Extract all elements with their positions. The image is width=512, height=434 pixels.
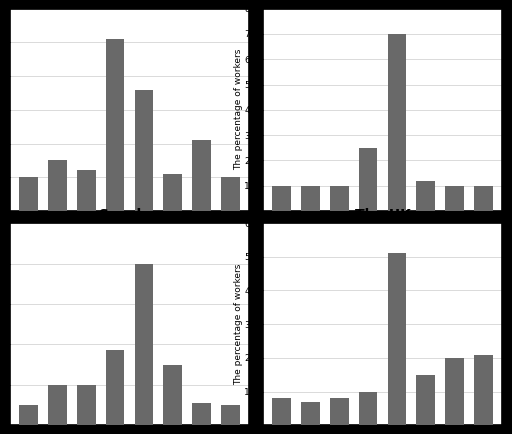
Bar <box>48 161 67 211</box>
Y-axis label: The percentage of workers: The percentage of workers <box>233 49 243 171</box>
Bar <box>358 148 377 211</box>
Bar <box>416 375 435 425</box>
Bar <box>135 89 154 211</box>
X-axis label: Hours: Hours <box>115 246 144 256</box>
Bar <box>163 365 182 425</box>
Bar <box>416 181 435 211</box>
Bar <box>193 140 211 211</box>
Bar <box>48 385 67 425</box>
Title: France: France <box>103 0 156 7</box>
Bar <box>77 171 96 211</box>
Bar <box>272 398 291 425</box>
Bar <box>330 398 349 425</box>
Title: Denmark: Denmark <box>347 0 418 7</box>
Bar <box>388 253 407 425</box>
Bar <box>301 186 319 211</box>
X-axis label: Hours: Hours <box>368 246 397 256</box>
Bar <box>221 405 240 425</box>
Title: The UK: The UK <box>354 208 411 222</box>
Bar <box>330 186 349 211</box>
Bar <box>19 405 38 425</box>
Bar <box>135 263 154 425</box>
Bar <box>474 186 493 211</box>
Title: Sweden: Sweden <box>99 208 160 222</box>
Bar <box>474 355 493 425</box>
Bar <box>19 177 38 211</box>
Bar <box>105 351 124 425</box>
Bar <box>105 39 124 211</box>
Y-axis label: The percentage of workers: The percentage of workers <box>233 263 243 385</box>
Bar <box>272 186 291 211</box>
Bar <box>77 385 96 425</box>
Bar <box>388 34 407 211</box>
Bar <box>193 403 211 425</box>
Bar <box>163 174 182 211</box>
Bar <box>445 186 464 211</box>
Bar <box>358 391 377 425</box>
Bar <box>221 177 240 211</box>
Bar <box>301 402 319 425</box>
Bar <box>445 358 464 425</box>
